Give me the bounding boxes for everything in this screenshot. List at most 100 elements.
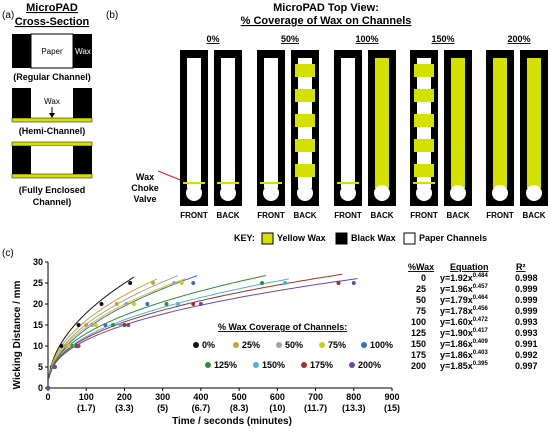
table-equation-cell: y=1.60x0.472	[440, 317, 488, 327]
data-point	[76, 323, 81, 327]
yellow-wax-block	[295, 164, 315, 177]
legend-label: 75%	[328, 340, 346, 350]
table-wax-cell: 25	[416, 284, 426, 294]
y-tick-label: 5	[38, 362, 43, 372]
hemi-channel-caption: (Hemi-Channel)	[19, 126, 86, 136]
group-label: 50%	[281, 34, 299, 44]
paper-channel	[221, 58, 235, 188]
yellow-wax-block	[414, 64, 434, 77]
table-header-wax: %Wax	[408, 262, 434, 272]
yellow-wax-block	[295, 64, 315, 77]
x-tick-label: 200	[117, 392, 132, 402]
data-point	[191, 281, 196, 285]
yellow-wax-block	[295, 139, 315, 152]
paper-label: Paper	[41, 47, 63, 56]
regular-channel-paper	[30, 33, 74, 69]
yellow-wax-block	[414, 114, 434, 127]
enclosed-caption-line1: (Fully Enclosed	[19, 185, 86, 195]
paper-channel	[341, 58, 355, 188]
table-wax-cell: 175	[411, 350, 426, 360]
table-r2-cell: 0.997	[515, 361, 538, 371]
legend-marker	[319, 342, 325, 348]
legend-label: 125%	[214, 360, 237, 370]
legend-marker	[276, 342, 282, 348]
data-point	[46, 386, 50, 390]
equation-exponent: 0.409	[473, 339, 489, 345]
y-tick-label: 20	[33, 299, 43, 309]
legend-marker	[253, 362, 259, 368]
data-point	[132, 302, 136, 306]
table-r2-cell: 0.998	[515, 273, 538, 283]
x-tick-sublabel: (8.3)	[230, 403, 249, 413]
equation-exponent: 0.464	[473, 295, 489, 301]
sample-reservoir	[297, 185, 313, 201]
y-tick-label: 25	[33, 278, 43, 288]
choke-label-line3: Valve	[133, 194, 156, 204]
legend-label: 200%	[358, 360, 381, 370]
equation-table: %Wax Equation R² 0 y=1.92x0.484 0.998 25 y=1…	[408, 262, 538, 371]
table-wax-cell: 100	[411, 317, 426, 327]
data-point	[110, 323, 115, 327]
side-label: BACK	[370, 211, 393, 220]
data-point	[145, 302, 150, 306]
data-point	[191, 302, 196, 306]
panel-a-title-line1: MicroPAD	[26, 2, 78, 14]
table-r2-cell: 0.993	[515, 317, 538, 327]
sample-reservoir	[492, 185, 508, 201]
data-point	[175, 302, 180, 306]
sample-reservoir	[263, 185, 279, 201]
x-tick-label: 800	[346, 392, 361, 402]
table-r2-cell: 0.993	[515, 328, 538, 338]
equation-exponent: 0.472	[473, 317, 489, 323]
group-label: 0%	[206, 34, 219, 44]
data-point	[164, 302, 169, 306]
data-points	[46, 281, 356, 390]
data-point	[89, 323, 94, 327]
data-point	[151, 281, 156, 285]
x-tick-sublabel: (15)	[384, 403, 400, 413]
x-tick-sublabel: (13.3)	[342, 403, 366, 413]
data-point	[172, 281, 177, 285]
yellow-wax-block	[414, 89, 434, 102]
table-equation-cell: y=1.85x0.395	[440, 361, 488, 371]
legend-marker	[205, 362, 211, 368]
legend-marker	[193, 342, 199, 348]
device-groups: 0% FRONT BACK 50% FRONT BACK 100% FRONT BACK 150%…	[180, 34, 548, 220]
sample-reservoir	[186, 185, 202, 201]
equation-base: y=1.86x	[440, 350, 473, 360]
equation-base: y=1.92x	[440, 273, 473, 283]
equation-base: y=1.60x	[440, 317, 473, 327]
equation-exponent: 0.457	[473, 284, 489, 290]
equation-exponent: 0.484	[473, 273, 489, 279]
table-wax-cell: 150	[411, 339, 426, 349]
enclosed-top-yellow-wax	[11, 141, 93, 147]
table-equation-cell: y=1.90x0.417	[440, 328, 488, 338]
x-tick-sublabel: (6.7)	[192, 403, 211, 413]
yellow-wax-full	[451, 58, 465, 188]
data-point	[76, 344, 81, 348]
table-r2-cell: 0.991	[515, 339, 538, 349]
table-wax-cell: 75	[416, 306, 426, 316]
choke-label-line2: Choke	[131, 183, 159, 193]
panel-b-label: (b)	[106, 10, 118, 21]
legend-title: % Wax Coverage of Channels:	[218, 322, 347, 332]
equation-exponent: 0.395	[473, 361, 489, 367]
legend-marker	[349, 362, 355, 368]
x-tick-label: 900	[384, 392, 399, 402]
table-wax-cell: 0	[421, 273, 426, 283]
legend-marker	[361, 342, 367, 348]
data-point	[99, 302, 104, 306]
table-equation-cell: y=1.92x0.484	[440, 273, 488, 283]
x-tick-sublabel: (10)	[269, 403, 285, 413]
x-tick-sublabel: (3.3)	[115, 403, 134, 413]
table-wax-cell: 125	[411, 328, 426, 338]
table-equation-cell: y=1.78x0.456	[440, 306, 488, 316]
choke-label-line1: Wax	[136, 172, 154, 182]
fit-curve	[48, 276, 135, 377]
data-point	[126, 323, 131, 327]
table-r2-cell: 0.999	[515, 284, 538, 294]
enclosed-bottom-yellow-wax	[11, 173, 93, 179]
x-tick-label: 0	[45, 392, 50, 402]
y-axis-label: Wicking Distance / mm	[12, 280, 23, 389]
